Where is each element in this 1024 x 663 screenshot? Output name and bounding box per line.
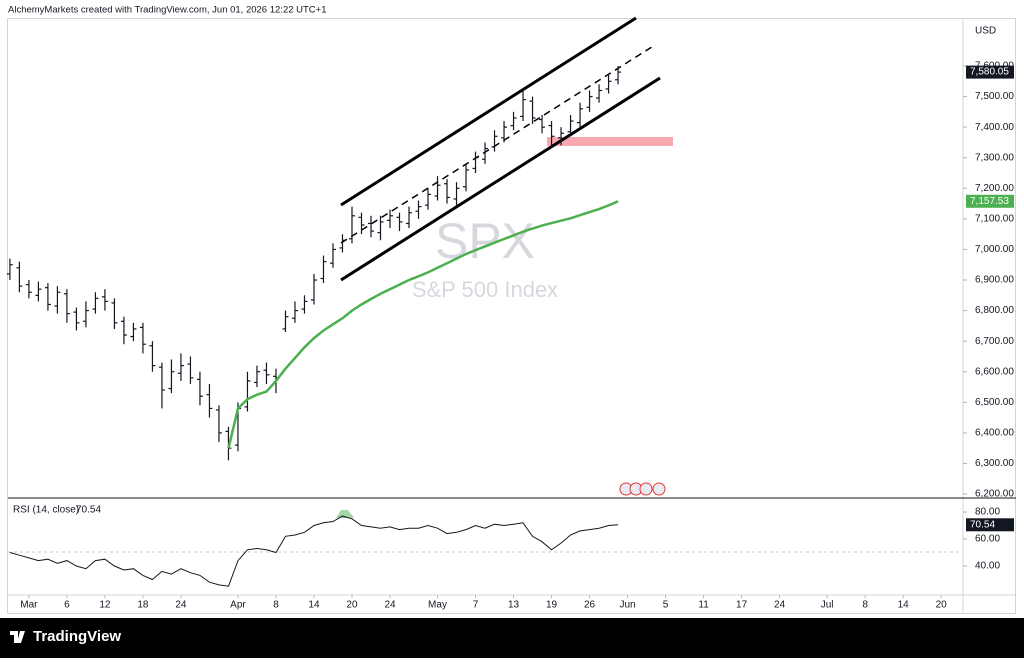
- x-tick-label: Apr: [230, 600, 246, 611]
- moving-average: [227, 200, 619, 449]
- x-tick-label: 19: [546, 600, 558, 611]
- rsi-tag-bg: [966, 518, 1014, 532]
- rsi-line: [9, 515, 619, 587]
- x-tick-label: 18: [137, 600, 149, 611]
- last-price-tag-bg: [966, 65, 1014, 79]
- y-tick-label: 7,500.00: [975, 91, 1014, 102]
- y-tick-label: 6,200.00: [975, 489, 1014, 500]
- rsi-tag: 70.54: [970, 519, 995, 530]
- x-tick-label: Jun: [619, 600, 635, 611]
- y-tick-label: 6,300.00: [975, 458, 1014, 469]
- flag-icon: [639, 482, 653, 496]
- x-tick-label: Mar: [20, 600, 38, 611]
- ma-price-tag: 7,157.53: [970, 196, 1009, 207]
- x-tick-label: 11: [698, 600, 709, 611]
- ma-price-tag-bg: [966, 194, 1014, 208]
- frame: [7, 18, 1016, 614]
- x-tick-label: 20: [346, 600, 358, 611]
- x-tick-label: 8: [862, 600, 868, 611]
- rsi-overbought-fill: [336, 510, 354, 518]
- footer-logo: [10, 631, 25, 643]
- y-tick-label: 6,700.00: [975, 336, 1014, 347]
- x-tick-label: 14: [898, 600, 910, 611]
- x-tick-label: 26: [584, 600, 596, 611]
- x-tick-label: May: [428, 600, 447, 611]
- x-tick-label: 24: [774, 600, 786, 611]
- x-tick-label: 24: [175, 600, 187, 611]
- y-tick-label: 6,900.00: [975, 275, 1014, 286]
- y-tick-label: 7,300.00: [975, 152, 1014, 163]
- y-tick-label: 7,400.00: [975, 122, 1014, 133]
- x-tick-label: 13: [508, 600, 520, 611]
- footer-brand: TradingView: [33, 628, 121, 645]
- x-tick-label: 6: [64, 600, 70, 611]
- x-tick-label: 20: [936, 600, 948, 611]
- y-tick-label: 60.00: [975, 534, 1000, 545]
- x-tick-label: Jul: [821, 600, 834, 611]
- last-price-tag: 7,580.05: [970, 67, 1009, 78]
- y-tick-label: 80.00: [975, 507, 1000, 518]
- x-tick-label: 5: [663, 600, 669, 611]
- footer-bar: [0, 618, 1024, 658]
- y-tick-label: 40.00: [975, 561, 1000, 572]
- y-tick-label: 6,800.00: [975, 305, 1014, 316]
- currency-label: USD: [975, 26, 996, 37]
- y-tick-label: 7,200.00: [975, 183, 1014, 194]
- y-tick-label: 6,400.00: [975, 428, 1014, 439]
- y-tick-label: 7,100.00: [975, 214, 1014, 225]
- x-tick-label: 14: [308, 600, 320, 611]
- rsi-value: 70.54: [76, 505, 101, 516]
- y-tick-label: 6,500.00: [975, 397, 1014, 408]
- x-tick-label: 12: [99, 600, 111, 611]
- x-tick-label: 7: [473, 600, 479, 611]
- channel-lower: [340, 76, 661, 282]
- support-zone: [547, 137, 673, 146]
- y-tick-label: 7,000.00: [975, 244, 1014, 255]
- flag-icon: [652, 482, 666, 496]
- rsi-title: RSI (14, close): [13, 505, 79, 516]
- watermark-description: S&P 500 Index: [412, 277, 558, 302]
- y-tick-label: 6,600.00: [975, 366, 1014, 377]
- event-flags: [619, 482, 666, 496]
- channel-middle: [340, 44, 656, 244]
- channel-upper: [340, 16, 637, 207]
- x-tick-label: 8: [273, 600, 279, 611]
- header-text: AlchemyMarkets created with TradingView.…: [8, 5, 327, 16]
- x-tick-label: 24: [384, 600, 396, 611]
- x-tick-label: 17: [736, 600, 748, 611]
